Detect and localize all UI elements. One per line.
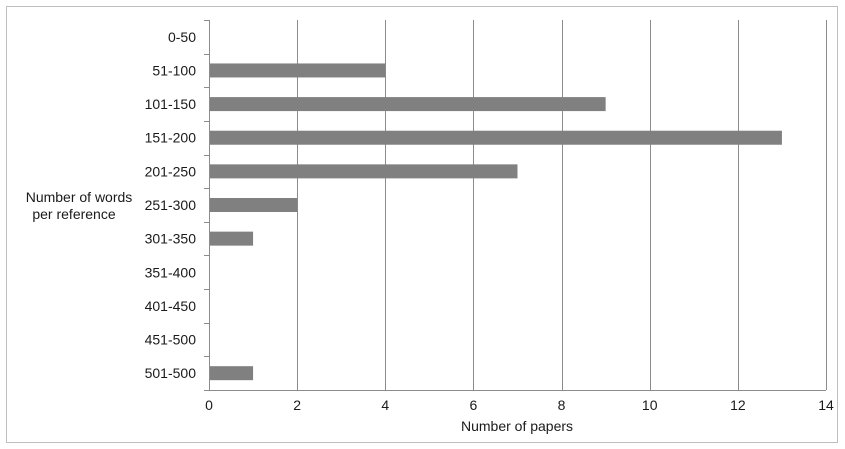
x-tick-label: 6 — [470, 397, 478, 413]
bar-151-200 — [210, 130, 782, 145]
x-tick-label: 10 — [642, 397, 658, 413]
x-tick-label: 12 — [730, 397, 746, 413]
y-tick-label-501-500: 501-500 — [145, 365, 197, 381]
y-tick-label-0-50: 0-50 — [168, 29, 196, 45]
y-axis-title-line-2: per reference — [32, 206, 115, 222]
bars — [210, 63, 782, 381]
bar-51-100 — [210, 63, 386, 78]
y-tick-label-301-350: 301-350 — [145, 231, 197, 247]
x-tick-label: 2 — [293, 397, 301, 413]
y-tick-label-101-150: 101-150 — [145, 96, 197, 112]
x-tick-labels: 0 2 4 6 8 10 12 14 — [205, 397, 834, 413]
gridlines — [297, 20, 827, 390]
bar-301-350 — [210, 231, 254, 246]
x-tick-label: 4 — [381, 397, 389, 413]
y-tick-label-351-400: 351-400 — [145, 264, 197, 280]
x-tick-label: 14 — [818, 397, 834, 413]
x-tick-label: 0 — [205, 397, 213, 413]
chart-frame — [6, 6, 838, 443]
x-axis-title: Number of papers — [461, 418, 573, 434]
bar-501-500 — [210, 366, 254, 381]
y-tick-label-201-250: 201-250 — [145, 163, 197, 179]
y-tick-label-151-200: 151-200 — [145, 130, 197, 146]
axes — [204, 20, 826, 391]
y-tick-labels: 0-50 51-100 101-150 151-200 201-250 251-300 30… — [145, 29, 197, 381]
y-tick-label-401-450: 401-450 — [145, 298, 197, 314]
y-tick-label-451-500: 451-500 — [145, 332, 197, 348]
y-tick-label-251-300: 251-300 — [145, 197, 197, 213]
x-tick-label: 8 — [558, 397, 566, 413]
y-tick-label-51-100: 51-100 — [152, 62, 196, 78]
bar-251-300 — [210, 198, 298, 212]
bar-101-150 — [210, 97, 606, 112]
bar-201-250 — [210, 164, 518, 179]
y-axis-title-line-1: Number of words — [26, 189, 133, 205]
